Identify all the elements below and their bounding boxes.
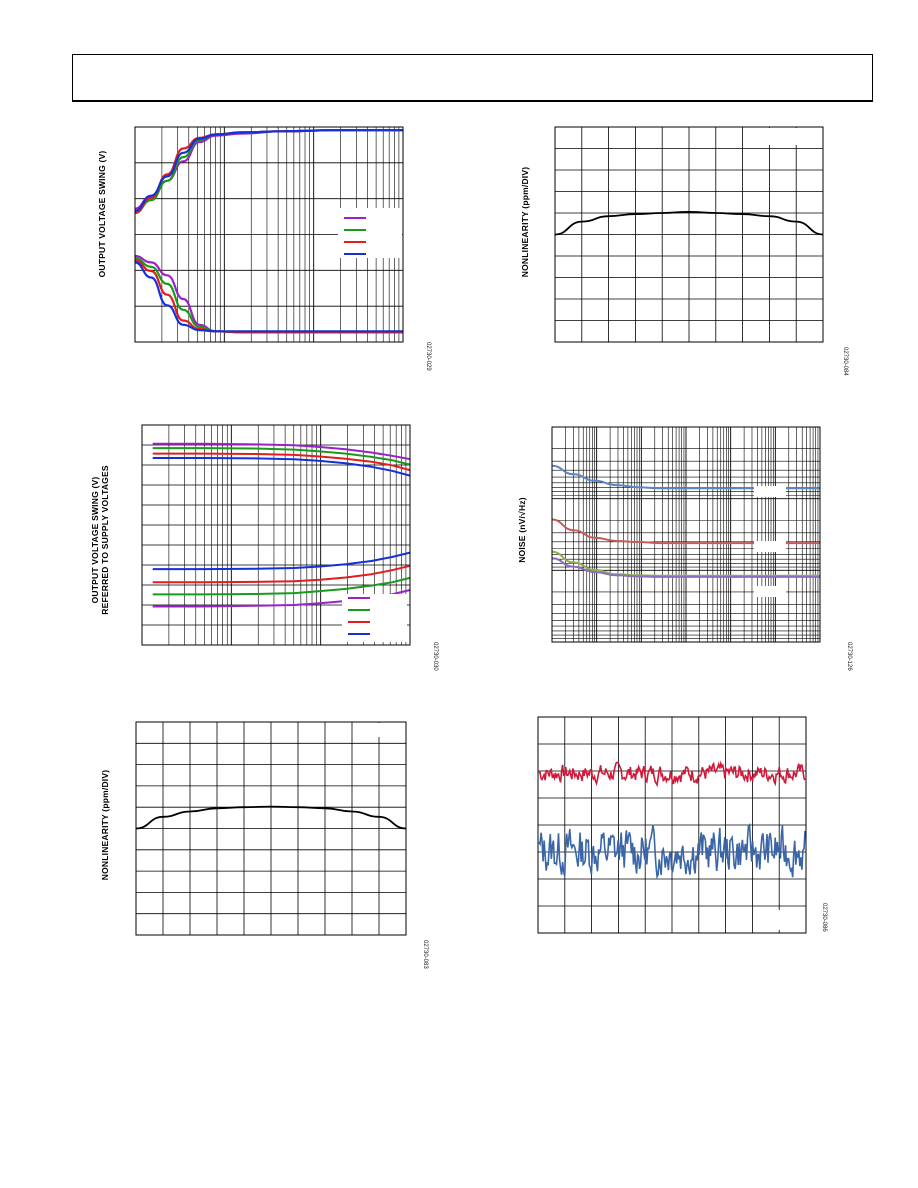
plot-frame — [551, 426, 821, 643]
series-line — [551, 464, 820, 490]
series-line-top — [152, 457, 411, 477]
figure-noise-time: 02730-086 — [505, 715, 865, 975]
plot-frame — [554, 126, 824, 343]
page-header-box — [72, 54, 873, 102]
series-line — [538, 760, 806, 788]
series-line-bottom — [152, 576, 411, 596]
corner-box — [376, 723, 404, 737]
series-line-bottom — [152, 551, 411, 571]
series-line-bottom — [134, 257, 403, 334]
series-line-top — [152, 447, 411, 466]
curve-label-box — [754, 586, 786, 597]
corner-box — [771, 910, 804, 930]
figure-id: 02730-030 — [432, 642, 438, 671]
series-line — [551, 550, 820, 577]
series-line-top — [134, 129, 403, 212]
series-line-top — [152, 452, 411, 472]
series-line — [135, 805, 407, 830]
plot-frame — [135, 721, 407, 936]
series-line — [551, 557, 820, 578]
chart-f — [537, 716, 807, 934]
figure-nonlinearity-2: NONLINEARITY (ppm/DIV) 02730-083 — [80, 715, 440, 985]
chart-b — [554, 126, 824, 343]
chart-a — [134, 126, 404, 343]
curve-label-box — [754, 486, 786, 497]
figure-id: 02730-084 — [842, 347, 848, 376]
series-line-bottom — [134, 261, 403, 333]
corner-box — [767, 128, 822, 145]
figure-id: 02730-083 — [422, 940, 428, 969]
chart-d — [551, 426, 821, 643]
series-line-top — [134, 129, 403, 215]
figure-output-swing-vs-load: OUTPUT VOLTAGE SWING (V) 02730-029 — [80, 122, 440, 382]
chart-e — [135, 721, 407, 936]
legend-box — [338, 208, 402, 258]
series-line — [554, 211, 824, 236]
series-line — [551, 518, 820, 545]
figure-noise-density: NOISE (nV/√Hz) 02730-126 — [505, 420, 865, 680]
plot-frame — [141, 424, 411, 646]
figure-nonlinearity-1: NONLINEARITY (ppm/DIV) 02730-084 — [505, 122, 865, 382]
plot-frame — [537, 716, 807, 934]
figure-id: 02730-086 — [821, 903, 827, 932]
series-line-top — [152, 442, 411, 461]
curve-label-box — [754, 541, 786, 552]
figure-id: 02730-029 — [425, 342, 431, 371]
series-line-bottom — [152, 564, 411, 584]
plot-frame — [134, 126, 404, 343]
figure-output-swing-vs-supply: OUTPUT VOLTAGE SWING (V) REFERRED TO SUP… — [80, 420, 440, 680]
series-line — [538, 822, 806, 880]
figure-id: 02730-126 — [846, 642, 852, 671]
chart-c — [141, 424, 411, 646]
